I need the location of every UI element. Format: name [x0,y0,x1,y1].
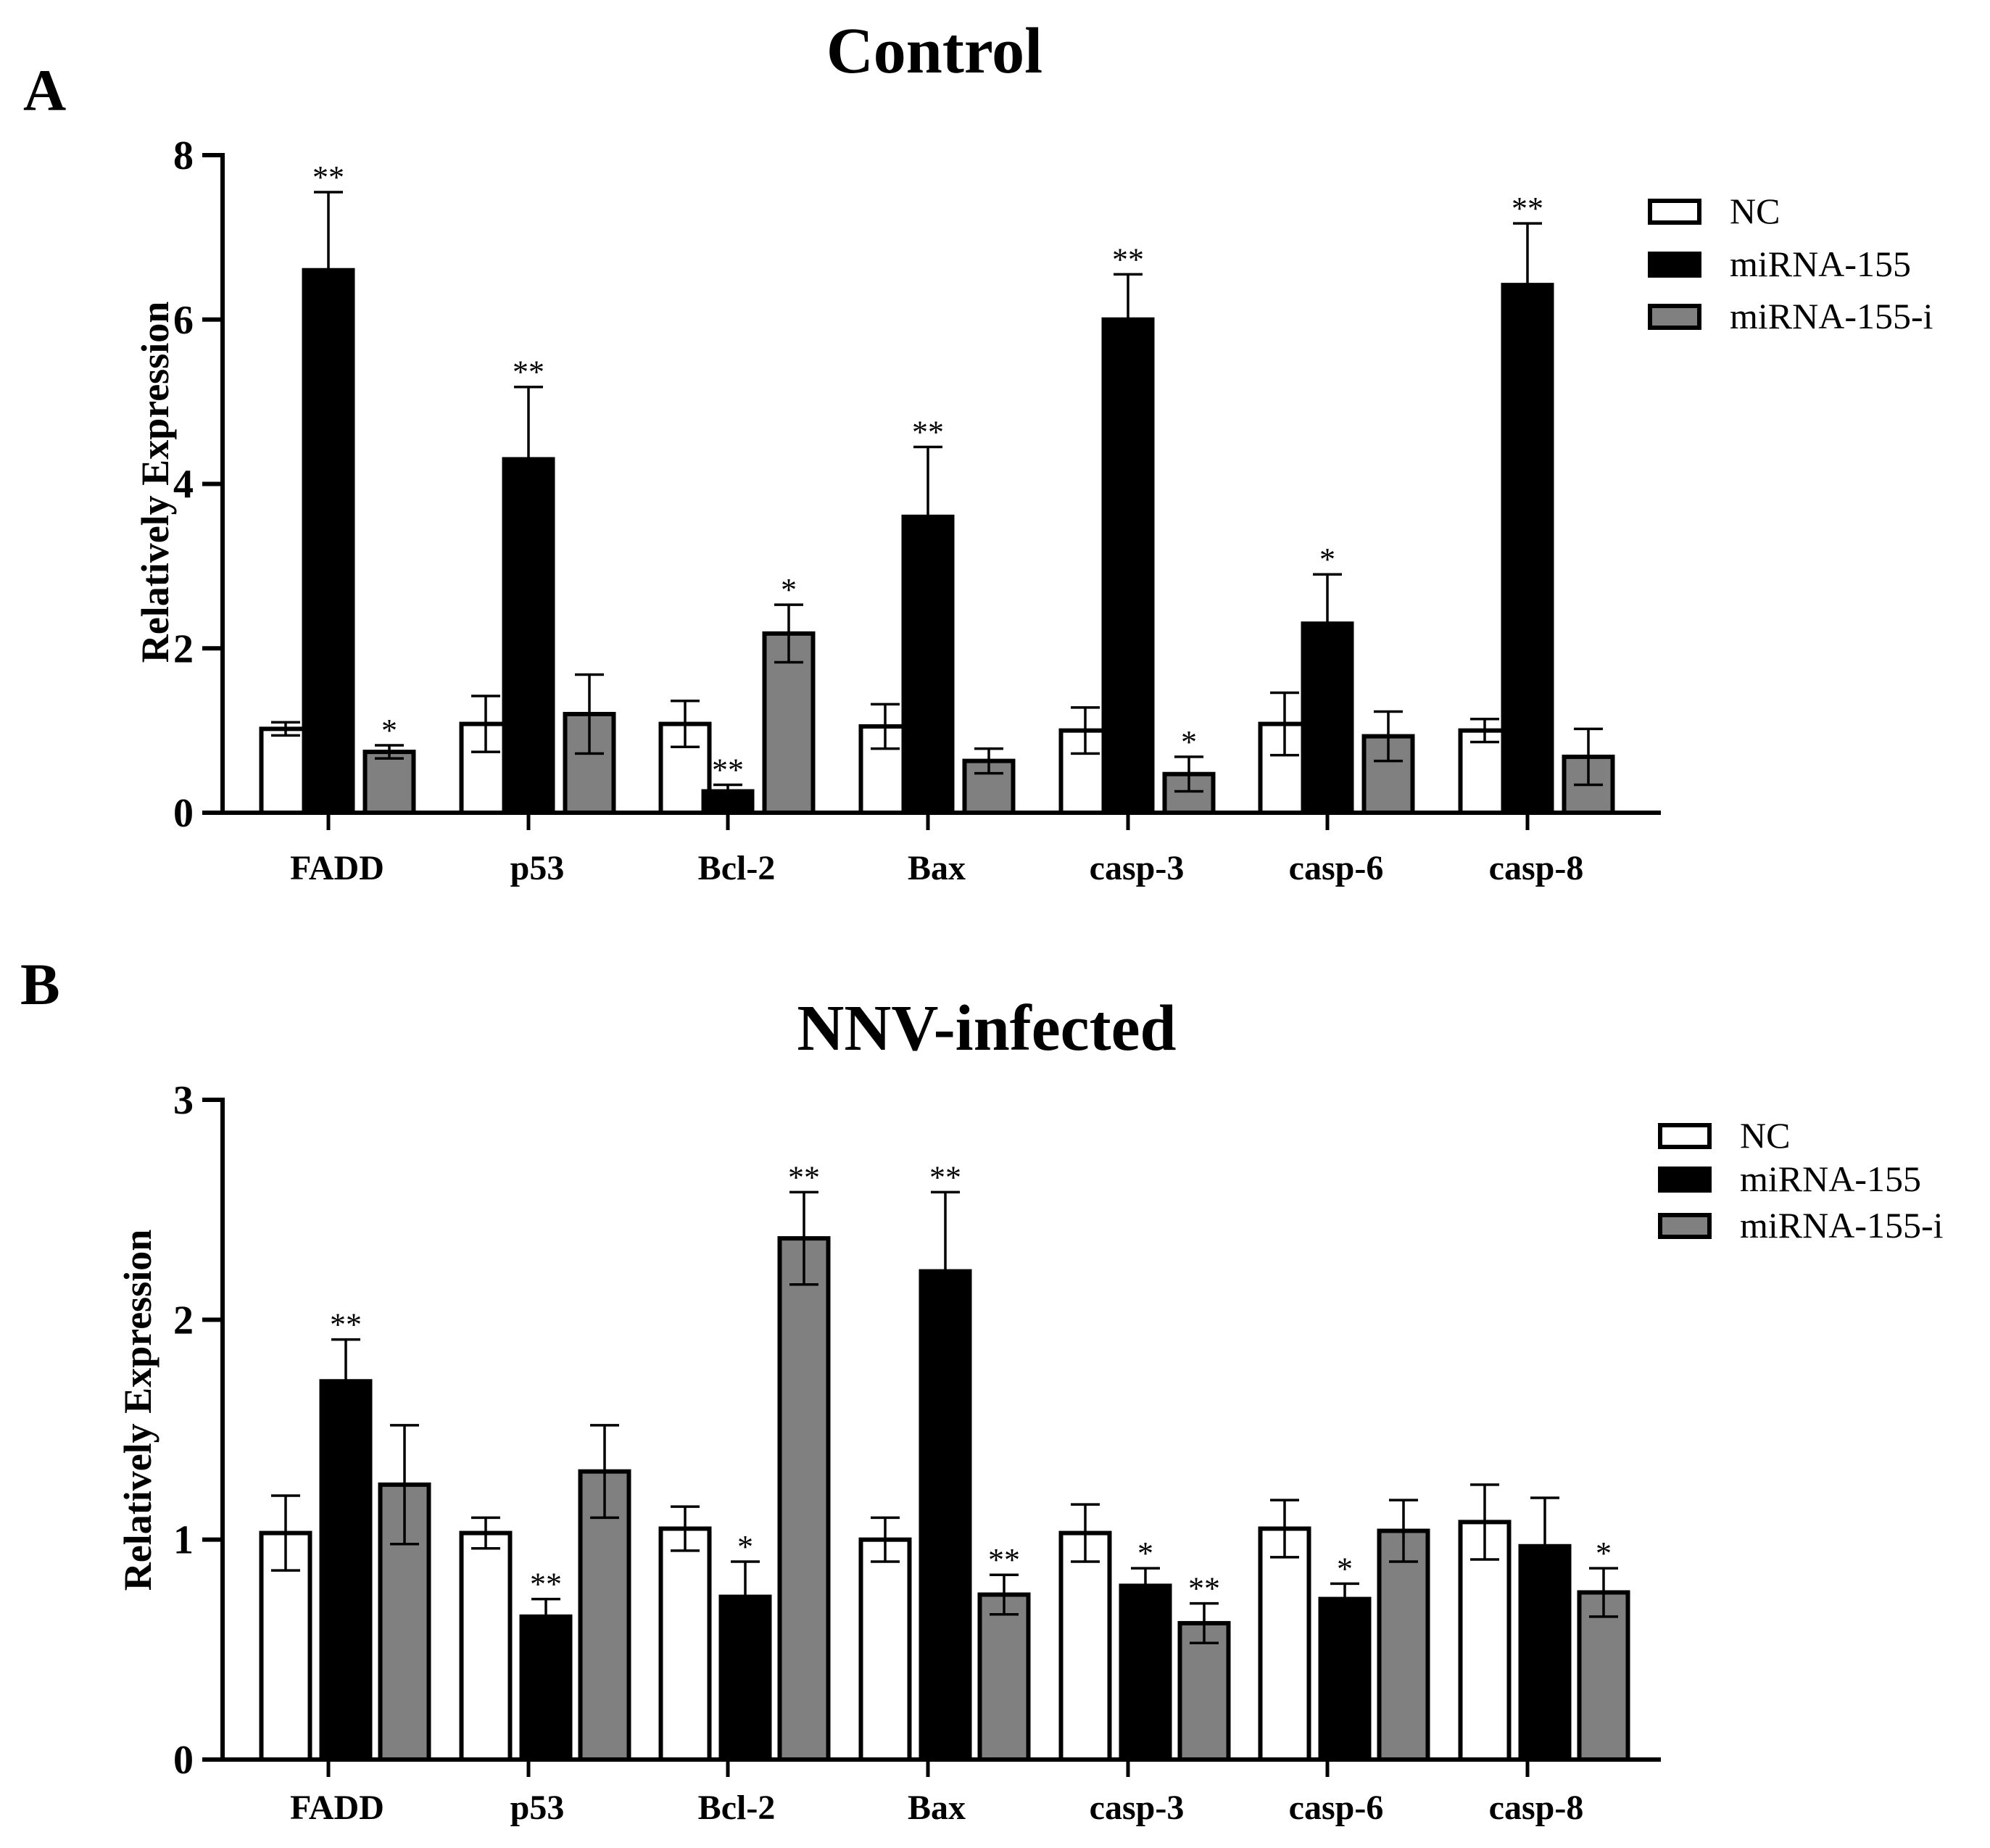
panel-b-significance-mark: ** [330,1307,362,1343]
panel-a-x-tick-label: casp-6 [1289,849,1384,887]
panel-b-bar [1119,1583,1172,1762]
panel-b-y-tick-label: 2 [173,1298,194,1343]
panel-b-significance-mark: ** [530,1567,562,1602]
panel-a-bar [1101,317,1155,815]
panel-b-bar [919,1269,972,1762]
panel-a-x-tick-label: p53 [510,849,565,887]
panel-a-legend-swatch [1648,304,1701,330]
panel-b-significance-mark: * [1137,1536,1153,1571]
panel-b-bar [319,1379,373,1762]
panel-a-bar [302,268,355,816]
panel-b-bar [658,1526,712,1762]
panel-a-significance-mark: * [1181,724,1197,760]
panel-a-legend-label: NC [1730,191,1780,231]
panel-a-bar [701,789,755,815]
panel-b-legend-label: miRNA-155-i [1740,1205,1944,1246]
panel-b-legend-swatch [1658,1123,1712,1149]
panel-b-bar [718,1594,772,1762]
panel-a-y-tick-label: 0 [173,791,194,836]
panel-b-legend-label: miRNA-155 [1740,1159,1921,1199]
panel-b-significance-mark: ** [988,1542,1020,1578]
panel-a-legend-swatch [1648,199,1701,225]
panel-a-legend: NC miRNA-155 miRNA-155-i [1648,191,1933,336]
panel-a-bar [962,758,1016,815]
panel-a-significance-mark: ** [712,752,744,787]
panel-b-legend-swatch [1658,1167,1712,1193]
panel-b-x-tick-label: p53 [510,1789,565,1827]
panel-a-x-tick-label: casp-3 [1090,849,1185,887]
panel-a: A Control Relatively Expression 0 2 4 6 8 FAD… [23,15,1933,887]
panel-b-y-tick-label: 1 [173,1518,194,1563]
panel-b-bar [777,1236,831,1762]
panel-b-y-tick-label: 3 [173,1078,194,1123]
panel-b: B NNV-infected Relatively Expression 0 1 2… [20,951,1944,1827]
panel-b-bar [1518,1544,1572,1762]
panel-b-bar [1577,1590,1630,1762]
panel-b-x-tick-label: casp-8 [1489,1789,1584,1827]
panel-b-bar [1177,1620,1231,1762]
panel-a-bar [502,457,555,815]
panel-a-significance-mark: * [1319,542,1335,577]
panel-b-x-tick-label: Bcl-2 [698,1789,776,1827]
panel-b-bar [977,1592,1031,1762]
panel-a-legend-label: miRNA-155-i [1730,296,1933,336]
panel-a-title: Control [826,15,1042,87]
panel-b-title: NNV-infected [797,993,1176,1064]
panel-b-y-tick-label: 0 [173,1738,194,1783]
panel-b-bar [1377,1528,1430,1762]
panel-a-x-tick-label: casp-8 [1489,849,1584,887]
panel-a-significance-mark: ** [912,414,944,449]
panel-b-bar [1258,1526,1311,1762]
panel-b-x-tick-label: Bax [908,1789,966,1827]
panel-b-bar [1318,1596,1372,1762]
panel-a-bar [901,514,955,815]
panel-a-x-tick-label: Bax [908,849,966,887]
panel-b-significance-mark: ** [929,1159,961,1195]
panel-b-legend-label: NC [1740,1115,1790,1156]
panel-a-significance-mark: * [381,713,397,748]
panel-b-bar [1058,1530,1112,1762]
panel-a-legend-swatch [1648,252,1701,278]
panel-b-label: B [20,951,60,1017]
panel-a-y-tick-label: 8 [173,133,194,178]
panel-a-bar [1301,621,1354,815]
panel-b-significance-mark: * [737,1529,753,1565]
panel-b-significance-mark: * [1596,1536,1612,1571]
panel-b-x-tick-label: casp-6 [1289,1789,1384,1827]
panel-a-x-tick-label: FADD [290,849,384,887]
panel-a-significance-mark: ** [513,355,544,390]
panel-a-significance-mark: ** [312,159,344,195]
panel-b-x-tick-label: FADD [290,1789,384,1827]
panel-a-y-axis-label: Relatively Expression [133,302,177,663]
panel-b-significance-mark: ** [788,1159,820,1195]
panel-b-bar [519,1614,573,1762]
panel-b-bar [858,1537,912,1762]
panel-b-significance-mark: * [1337,1551,1353,1586]
panel-a-significance-mark: * [781,572,797,608]
panel-a-y-tick-label: 4 [173,463,194,507]
panel-a-legend-label: miRNA-155 [1730,244,1911,284]
panel-a-y-tick-label: 2 [173,626,194,671]
panel-a-x-tick-label: Bcl-2 [698,849,776,887]
panel-b-x-tick-label: casp-3 [1090,1789,1185,1827]
panel-a-label: A [23,57,66,123]
panel-b-bar [459,1530,513,1762]
panel-a-significance-mark: ** [1512,191,1543,226]
panel-a-y-tick-label: 6 [173,298,194,343]
panel-b-significance-mark: ** [1188,1571,1220,1607]
panel-a-bar [1501,283,1554,815]
panel-a-significance-mark: ** [1112,241,1144,277]
panel-a-bar [362,750,416,816]
panel-b-y-axis-label: Relatively Expression [116,1230,159,1591]
panel-b-legend-swatch [1658,1213,1712,1239]
